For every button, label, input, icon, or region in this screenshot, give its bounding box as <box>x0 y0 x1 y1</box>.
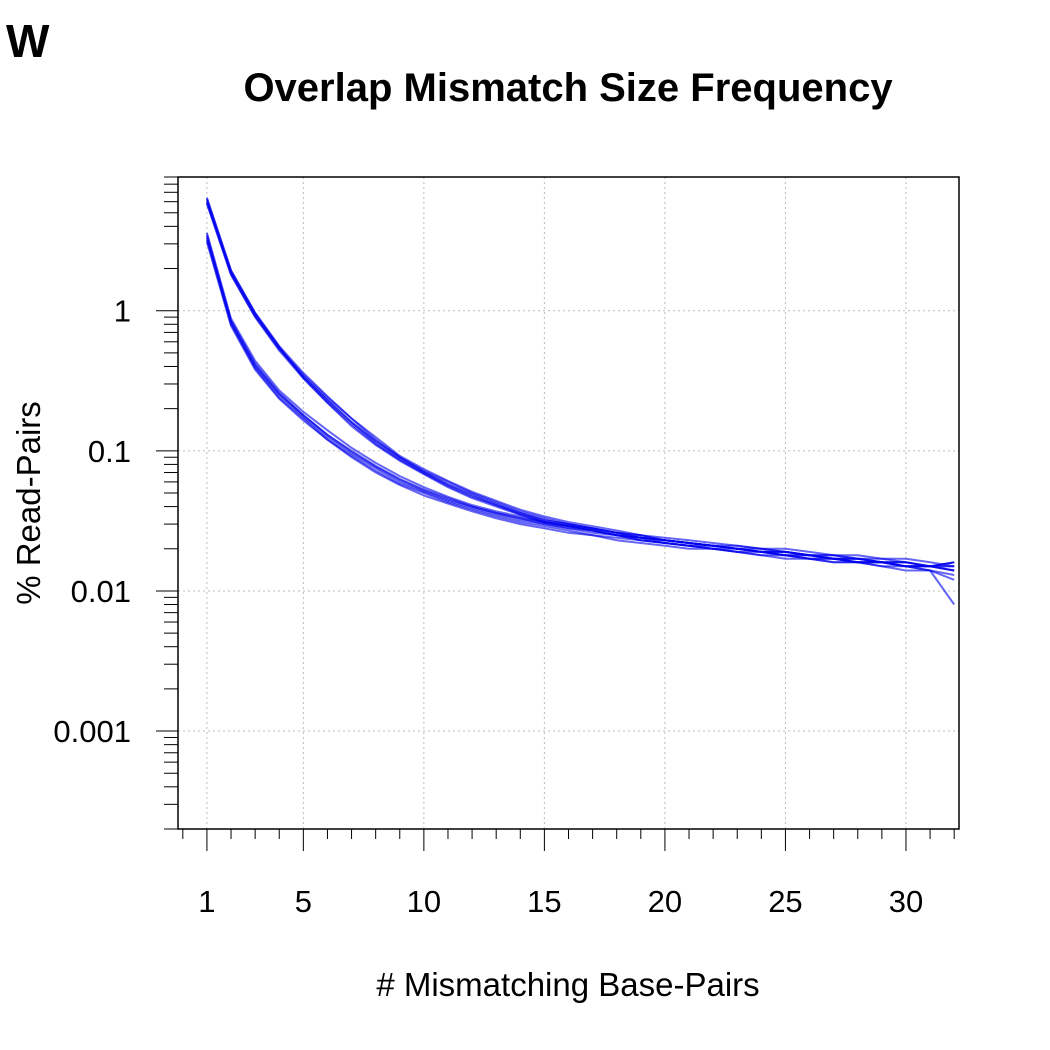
chart-title: Overlap Mismatch Size Frequency <box>243 66 893 110</box>
series-line-9 <box>205 232 955 568</box>
series-line-4 <box>205 197 955 568</box>
series-lines <box>205 197 956 606</box>
series-line-1 <box>205 199 955 568</box>
series-line-12 <box>205 241 956 606</box>
y-tick-label: 1 <box>114 294 131 329</box>
x-tick-label: 20 <box>648 884 682 919</box>
y-tick-label: 0.001 <box>53 714 131 749</box>
series-line-3 <box>205 201 955 568</box>
series-line-11 <box>205 235 955 568</box>
series-line-7 <box>205 234 955 572</box>
x-tick-label: 30 <box>889 884 923 919</box>
series-line-6 <box>205 198 955 568</box>
y-tick-label: 0.01 <box>71 574 131 609</box>
series-line-5 <box>205 202 955 572</box>
grid-lines <box>178 177 959 829</box>
x-tick-label: 5 <box>295 884 312 919</box>
x-axis-label: # Mismatching Base-Pairs <box>376 966 760 1003</box>
x-tick-label: 25 <box>768 884 802 919</box>
y-tick-label: 0.1 <box>88 434 131 469</box>
x-tick-label: 15 <box>527 884 561 919</box>
x-tick-label: 10 <box>407 884 441 919</box>
panel-letter: W <box>6 15 50 67</box>
x-tick-label: 1 <box>198 884 215 919</box>
